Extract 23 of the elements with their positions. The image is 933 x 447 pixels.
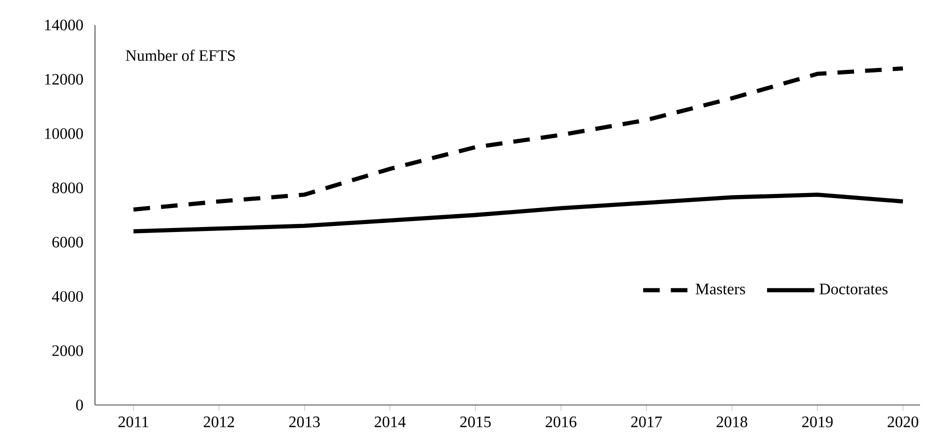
legend-label: Masters <box>696 284 746 294</box>
x-tick-label: 2011 <box>118 416 148 428</box>
y-tick-label: 4000 <box>52 291 83 302</box>
x-tick-label: 2019 <box>802 416 833 428</box>
y-tick-label: 2000 <box>52 345 83 356</box>
line-series <box>131 192 905 234</box>
y-tick-label: 14000 <box>45 20 83 30</box>
x-tick-label: 2015 <box>460 416 491 428</box>
x-tick-label: 2016 <box>546 416 576 428</box>
y-tick-label: 6000 <box>52 236 83 248</box>
x-tick-label: 2014 <box>374 416 406 428</box>
legend-label: Doctorates <box>820 284 888 294</box>
y-tick-label: 12000 <box>45 74 83 85</box>
x-tick-label: 2018 <box>716 416 748 428</box>
y-axis-title: Number of EFTS <box>126 50 235 61</box>
y-tick-label: 10000 <box>45 128 83 139</box>
x-tick-label: 2013 <box>289 416 320 428</box>
y-tick-label: 0 <box>76 400 83 410</box>
line-series <box>131 66 905 212</box>
x-tick-label: 2020 <box>888 416 918 428</box>
y-tick-label: 8000 <box>52 182 83 194</box>
x-tick-label: 2012 <box>204 416 234 428</box>
x-tick-label: 2017 <box>631 416 662 428</box>
